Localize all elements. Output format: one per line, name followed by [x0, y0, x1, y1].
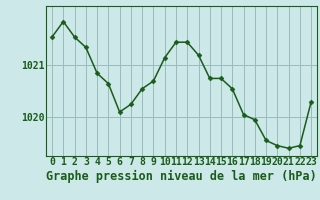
X-axis label: Graphe pression niveau de la mer (hPa): Graphe pression niveau de la mer (hPa): [46, 170, 317, 183]
